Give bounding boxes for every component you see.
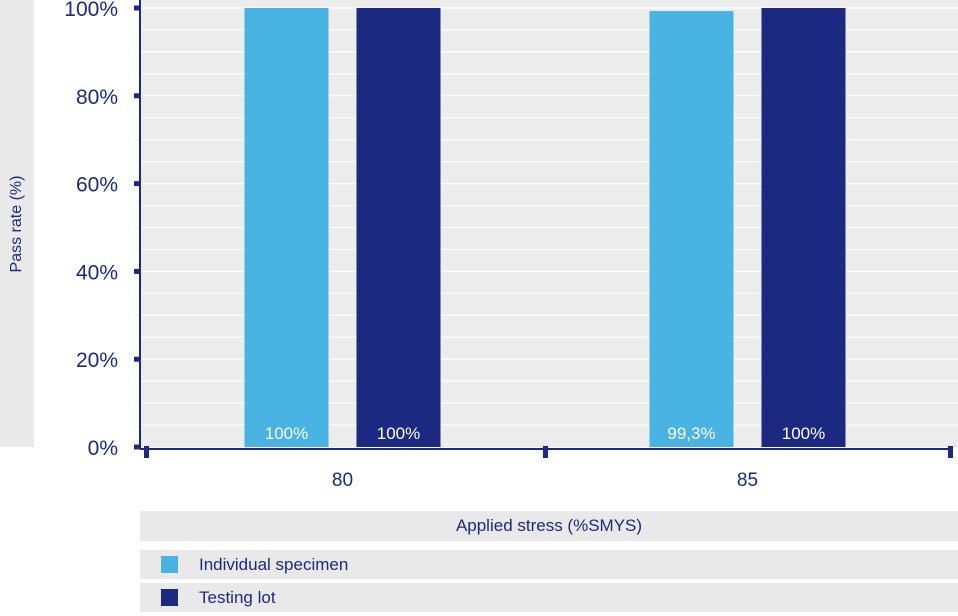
y-tick [134, 268, 140, 274]
y-tick-label: 40% [76, 261, 118, 284]
bar [356, 8, 441, 447]
legend-item-individual-specimen: Individual specimen [140, 550, 958, 579]
y-tick-label: 20% [76, 349, 118, 372]
y-tick [134, 181, 140, 187]
bar-chart: 100% 100% 80 99,3% 100% 85 0% 20% 40% 60% 80% 100% [64, 0, 958, 491]
bar [761, 8, 846, 447]
data-label: 100% [265, 424, 308, 443]
legend-swatch-individual-specimen [161, 556, 178, 573]
bar [244, 8, 329, 447]
y-tick [134, 93, 140, 99]
data-label: 100% [782, 424, 825, 443]
y-tick-label: 60% [76, 174, 118, 197]
y-tick [134, 356, 140, 362]
x-tick-label: 80 [332, 470, 353, 491]
x-tick [948, 446, 953, 458]
y-tick [134, 444, 140, 450]
y-tick-label: 80% [76, 86, 118, 109]
legend-label-testing-lot: Testing lot [199, 587, 276, 607]
legend-item-testing-lot: Testing lot [140, 583, 958, 612]
legend-swatch-testing-lot [161, 589, 178, 606]
data-label: 100% [377, 424, 420, 443]
y-axis-label-box: Pass rate (%) [0, 0, 34, 447]
legend-label-individual-specimen: Individual specimen [199, 554, 349, 574]
x-tick-label: 85 [737, 470, 758, 491]
y-tick [134, 5, 140, 11]
y-tick-label: 0% [88, 437, 118, 460]
x-axis-label: Applied stress (%SMYS) [140, 511, 958, 541]
x-tick [543, 446, 548, 458]
x-tick [144, 446, 149, 458]
bar [649, 11, 734, 448]
data-label: 99,3% [667, 424, 715, 443]
y-tick-label: 100% [64, 0, 118, 21]
